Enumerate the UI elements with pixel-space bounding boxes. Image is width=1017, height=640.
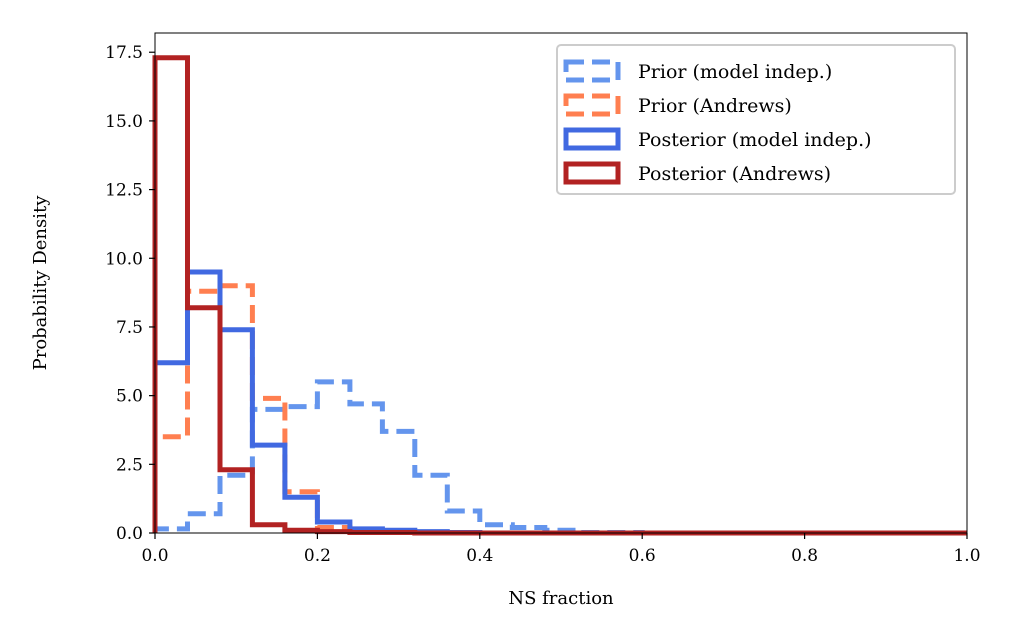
legend: Prior (model indep.) Prior (Andrews) Poste…	[556, 44, 956, 195]
legend-swatch	[563, 161, 621, 185]
y-axis-label: Probability Density	[30, 195, 51, 371]
x-tick-label: 0.8	[791, 546, 818, 566]
legend-box	[556, 44, 956, 195]
legend-label: Posterior (Andrews)	[638, 163, 831, 185]
x-tick-label: 0.4	[466, 546, 493, 566]
x-tick-label: 0.0	[141, 546, 168, 566]
legend-label: Prior (model indep.)	[638, 61, 832, 83]
y-tick-label: 12.5	[105, 181, 143, 201]
y-tick-label: 17.5	[105, 43, 143, 63]
x-axis-label: NS fraction	[508, 588, 614, 609]
axes-frame	[154, 32, 968, 534]
y-tick-label: 5.0	[116, 387, 143, 407]
y-tick-label: 0.0	[116, 524, 143, 544]
y-tick-label: 2.5	[116, 455, 143, 475]
x-tick-label: 0.2	[304, 546, 331, 566]
y-tick-label: 15.0	[105, 112, 143, 132]
y-tick-label: 7.5	[116, 318, 143, 338]
legend-swatch	[563, 59, 621, 83]
legend-swatch	[563, 93, 621, 117]
y-tick-label: 10.0	[105, 249, 143, 269]
x-tick-label: 0.6	[629, 546, 656, 566]
legend-label: Prior (Andrews)	[638, 95, 792, 117]
x-tick-label: 1.0	[953, 546, 980, 566]
legend-swatch	[563, 127, 621, 151]
ticks-layer: 0.0 0.2 0.4 0.6 0.8 1.0 0.0 2.5 5.0 7.5 10.0 12.5 15…	[105, 43, 980, 566]
legend-label: Posterior (model indep.)	[638, 129, 872, 151]
